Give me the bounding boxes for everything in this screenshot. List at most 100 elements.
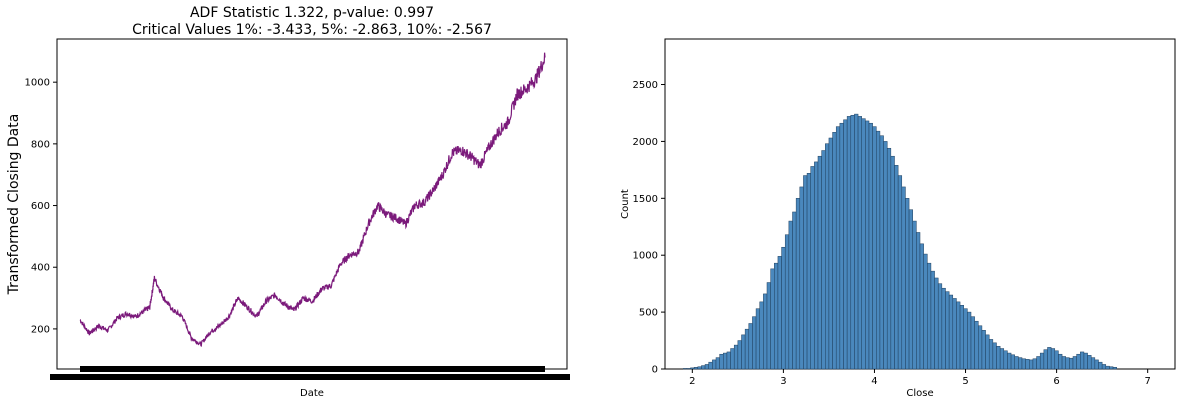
histogram-bar	[1018, 357, 1023, 370]
histogram-bar	[1054, 350, 1059, 370]
histogram-bar	[693, 367, 699, 370]
line-chart-y-tick-label: 600	[31, 201, 50, 212]
histogram-bar	[1014, 356, 1019, 370]
histogram-bar	[690, 367, 695, 370]
line-chart-y-tick-label: 1000	[25, 78, 50, 89]
histogram-bar	[948, 294, 954, 370]
histogram-x-ticks: 2 3 4 5 6 7	[689, 369, 1151, 387]
histogram-bar	[1036, 356, 1041, 370]
histogram-bar	[733, 344, 739, 370]
histogram-bar	[879, 135, 884, 370]
histogram-bar	[712, 359, 717, 370]
histogram-bar	[1080, 351, 1085, 370]
histogram-bar	[788, 220, 793, 370]
date-tick-label-band	[50, 374, 570, 380]
histogram-bar	[748, 323, 753, 370]
histogram-bar	[726, 351, 731, 370]
histogram-bar	[795, 198, 801, 370]
histogram-bar	[1029, 359, 1034, 370]
histogram-bar	[1061, 356, 1066, 370]
histogram-bar	[704, 364, 709, 370]
histogram-bar	[1058, 353, 1063, 370]
histogram-bar	[708, 361, 713, 370]
histogram-bar	[912, 220, 917, 370]
histogram-bar	[1032, 358, 1037, 370]
histogram-x-label: Close	[906, 388, 933, 399]
histogram-y-tick-label: 1000	[633, 251, 658, 262]
histogram-bar	[952, 298, 957, 370]
histogram-bar	[970, 316, 975, 370]
histogram-bar	[799, 186, 804, 370]
histogram-bar	[1047, 347, 1052, 370]
histogram-bar	[985, 334, 990, 370]
histogram-bar	[1112, 367, 1117, 370]
histogram-bar	[781, 246, 786, 370]
histogram-bar	[999, 348, 1005, 370]
histogram-bar	[1087, 355, 1092, 370]
histogram-panel: 0 500 1000 1500 2000 2500 2 3 4 5 6 7 Close Count	[620, 38, 1176, 399]
histogram-bars	[682, 113, 1117, 370]
histogram-bar	[861, 118, 866, 370]
histogram-bar	[988, 339, 994, 370]
histogram-bar	[927, 262, 932, 370]
histogram-bar	[934, 277, 939, 370]
histogram-bar	[868, 122, 873, 370]
histogram-bar	[894, 165, 899, 370]
histogram-bar	[956, 301, 961, 370]
histogram-bar	[1021, 358, 1026, 370]
histogram-bar	[744, 328, 750, 370]
histogram-bar	[959, 305, 964, 370]
histogram-x-tick-label: 5	[962, 376, 968, 387]
histogram-bar	[723, 352, 728, 370]
histogram-bar	[992, 342, 997, 370]
histogram-bar	[843, 119, 848, 370]
histogram-bar	[752, 316, 757, 370]
histogram-x-tick-label: 3	[780, 376, 786, 387]
histogram-bar	[883, 141, 888, 370]
histogram-bar	[697, 366, 702, 370]
histogram-bar	[803, 175, 808, 370]
histogram-bar	[1003, 350, 1008, 370]
line-chart-y-label: Transformed Closing Data	[6, 114, 22, 296]
histogram-y-tick-label: 0	[652, 365, 658, 376]
histogram-bar	[730, 348, 735, 370]
histogram-bar	[777, 256, 782, 370]
histogram-bar	[1105, 365, 1110, 370]
histogram-bar	[905, 198, 910, 370]
histogram-bar	[1007, 352, 1012, 370]
histogram-bar	[715, 357, 720, 370]
histogram-bar	[1101, 364, 1107, 370]
histogram-bar	[941, 287, 946, 370]
histogram-bar	[1050, 348, 1056, 370]
line-chart-panel: ADF Statistic 1.322, p-value: 0.997 Crit…	[6, 5, 570, 399]
histogram-y-tick-label: 2000	[633, 137, 658, 148]
histogram-bar	[770, 268, 775, 370]
histogram-bar	[1010, 354, 1015, 370]
histogram-bar	[701, 365, 706, 370]
histogram-bar	[930, 270, 935, 370]
histogram-bar	[1090, 357, 1096, 370]
histogram-bar	[806, 173, 811, 370]
histogram-x-tick-label: 6	[1053, 376, 1059, 387]
histogram-bar	[835, 126, 841, 370]
histogram-bar	[1043, 349, 1048, 370]
histogram-y-label: Count	[620, 189, 631, 219]
histogram-bar	[890, 155, 895, 370]
histogram-bar	[872, 126, 877, 370]
histogram-bar	[810, 166, 815, 370]
histogram-y-ticks: 0 500 1000 1500 2000 2500	[633, 80, 665, 376]
histogram-bar	[1076, 353, 1081, 370]
line-chart-y-ticks: 200 400 600 800 1000	[25, 78, 57, 335]
histogram-bar	[908, 209, 913, 370]
histogram-x-tick-label: 2	[689, 376, 695, 387]
line-chart-y-tick-label: 200	[31, 324, 50, 335]
histogram-x-tick-label: 7	[1144, 376, 1150, 387]
transformed-closing-line	[79, 52, 546, 347]
histogram-bar	[996, 345, 1001, 370]
histogram-bar	[974, 320, 979, 370]
histogram-bar	[839, 122, 844, 370]
histogram-bar	[916, 232, 921, 370]
histogram-y-tick-label: 1500	[633, 194, 658, 205]
histogram-y-tick-label: 500	[639, 308, 658, 319]
